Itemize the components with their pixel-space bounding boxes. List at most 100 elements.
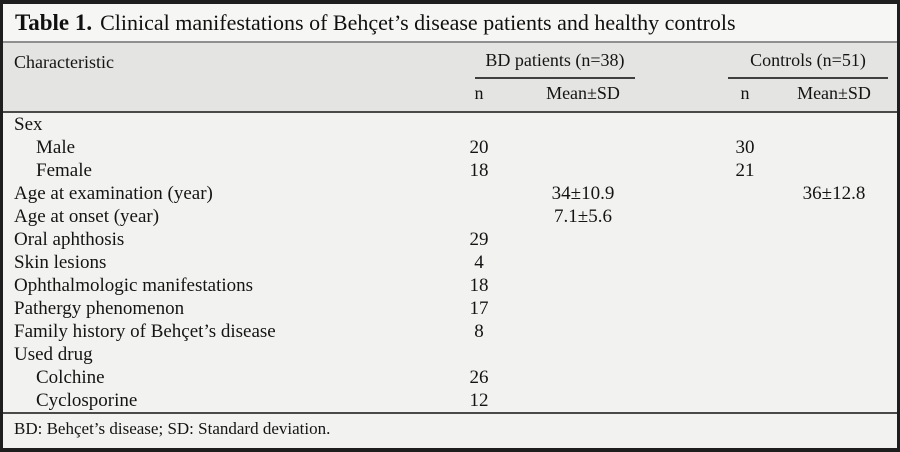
- controls-mean-sd-value: [771, 297, 897, 320]
- bd-mean-sd-value: [507, 366, 659, 389]
- column-gap-cell: [659, 159, 719, 182]
- controls-n-value: [719, 205, 771, 228]
- controls-mean-sd-value: [771, 389, 897, 412]
- controls-n-value: [719, 297, 771, 320]
- bd-n-value: [451, 182, 507, 205]
- bd-mean-sd-value: [507, 389, 659, 412]
- table-caption: Table 1. Clinical manifestations of Behç…: [3, 4, 897, 43]
- table-footnote: BD: Behçet’s disease; SD: Standard devia…: [3, 412, 897, 439]
- table-caption-text: Clinical manifestations of Behçet’s dise…: [100, 9, 736, 35]
- bd-mean-sd-value: 34±10.9: [507, 182, 659, 205]
- controls-n-value: [719, 343, 771, 366]
- column-gap-cell: [659, 136, 719, 159]
- bd-mean-sd-value: [507, 251, 659, 274]
- column-gap-cell: [659, 320, 719, 343]
- controls-n-value: [719, 320, 771, 343]
- bd-mean-sd-column-header: Mean±SD: [507, 80, 659, 113]
- table-row: Used drug: [3, 343, 897, 366]
- table-row: Cyclosporine 12: [3, 389, 897, 412]
- controls-n-column-header: n: [719, 80, 771, 113]
- row-label: Female: [3, 159, 451, 182]
- controls-n-value: [719, 112, 771, 136]
- controls-mean-sd-column-header: Mean±SD: [771, 80, 897, 113]
- row-label: Sex: [3, 112, 451, 136]
- bd-n-value: 18: [451, 274, 507, 297]
- column-gap-cell: [659, 366, 719, 389]
- table-row: Pathergy phenomenon 17: [3, 297, 897, 320]
- row-label: Age at examination (year): [3, 182, 451, 205]
- controls-mean-sd-value: [771, 228, 897, 251]
- clinical-manifestations-table: Characteristic BD patients (n=38) Contro…: [3, 43, 897, 412]
- bd-n-column-header: n: [451, 80, 507, 113]
- row-label: Male: [3, 136, 451, 159]
- bd-mean-sd-value: [507, 274, 659, 297]
- bd-n-value: 8: [451, 320, 507, 343]
- row-label: Cyclosporine: [3, 389, 451, 412]
- bd-mean-sd-value: [507, 159, 659, 182]
- controls-n-value: [719, 274, 771, 297]
- bd-n-value: 4: [451, 251, 507, 274]
- bd-n-value: 20: [451, 136, 507, 159]
- bd-n-value: 17: [451, 297, 507, 320]
- table-row: Family history of Behçet’s disease 8: [3, 320, 897, 343]
- controls-mean-sd-value: [771, 112, 897, 136]
- table-body: Sex Male 20 30 Female 18 21 Age at examination …: [3, 112, 897, 412]
- bd-n-value: [451, 205, 507, 228]
- table-row: Age at onset (year) 7.1±5.6: [3, 205, 897, 228]
- controls-mean-sd-value: [771, 343, 897, 366]
- controls-mean-sd-value: [771, 320, 897, 343]
- row-label: Oral aphthosis: [3, 228, 451, 251]
- sub-header-row: n Mean±SD n Mean±SD: [3, 80, 897, 113]
- column-gap-cell: [659, 182, 719, 205]
- controls-n-value: [719, 251, 771, 274]
- bd-n-value: 26: [451, 366, 507, 389]
- table-caption-number: Table 1.: [15, 9, 93, 35]
- controls-mean-sd-value: [771, 274, 897, 297]
- column-gap-cell: [659, 228, 719, 251]
- bd-mean-sd-value: 7.1±5.6: [507, 205, 659, 228]
- column-gap-cell: [659, 343, 719, 366]
- bd-n-value: [451, 343, 507, 366]
- group-header-row: Characteristic BD patients (n=38) Contro…: [3, 43, 897, 113]
- table-row: Age at examination (year) 34±10.9 36±12.8: [3, 182, 897, 205]
- row-label: Ophthalmologic manifestations: [3, 274, 451, 297]
- row-label: Age at onset (year): [3, 205, 451, 228]
- controls-n-value: [719, 366, 771, 389]
- bd-mean-sd-value: [507, 136, 659, 159]
- row-label: Colchine: [3, 366, 451, 389]
- row-label: Family history of Behçet’s disease: [3, 320, 451, 343]
- column-gap-cell: [659, 297, 719, 320]
- table-row: Female 18 21: [3, 159, 897, 182]
- characteristic-column-header: Characteristic: [3, 43, 451, 113]
- bd-n-value: [451, 112, 507, 136]
- row-label: Skin lesions: [3, 251, 451, 274]
- table-row: Oral aphthosis 29: [3, 228, 897, 251]
- column-gap-cell: [659, 251, 719, 274]
- column-gap-cell: [659, 389, 719, 412]
- table-row: Ophthalmologic manifestations 18: [3, 274, 897, 297]
- column-gap-cell: [659, 205, 719, 228]
- controls-n-value: [719, 182, 771, 205]
- bd-patients-group-label: BD patients (n=38): [475, 50, 635, 79]
- controls-mean-sd-value: 36±12.8: [771, 182, 897, 205]
- table-header: Characteristic BD patients (n=38) Contro…: [3, 43, 897, 113]
- controls-mean-sd-value: [771, 159, 897, 182]
- column-gap-cell: [659, 112, 719, 136]
- controls-n-value: [719, 228, 771, 251]
- controls-mean-sd-value: [771, 136, 897, 159]
- column-gap-cell: [659, 274, 719, 297]
- bd-n-value: 29: [451, 228, 507, 251]
- controls-n-value: 21: [719, 159, 771, 182]
- table-row: Colchine 26: [3, 366, 897, 389]
- bd-n-value: 12: [451, 389, 507, 412]
- table-row: Sex: [3, 112, 897, 136]
- controls-group-header: Controls (n=51): [719, 43, 897, 80]
- controls-mean-sd-value: [771, 366, 897, 389]
- column-gap-spacer: [659, 43, 719, 113]
- controls-group-label: Controls (n=51): [728, 50, 888, 79]
- bd-mean-sd-value: [507, 297, 659, 320]
- row-label: Pathergy phenomenon: [3, 297, 451, 320]
- bd-n-value: 18: [451, 159, 507, 182]
- row-label: Used drug: [3, 343, 451, 366]
- controls-mean-sd-value: [771, 205, 897, 228]
